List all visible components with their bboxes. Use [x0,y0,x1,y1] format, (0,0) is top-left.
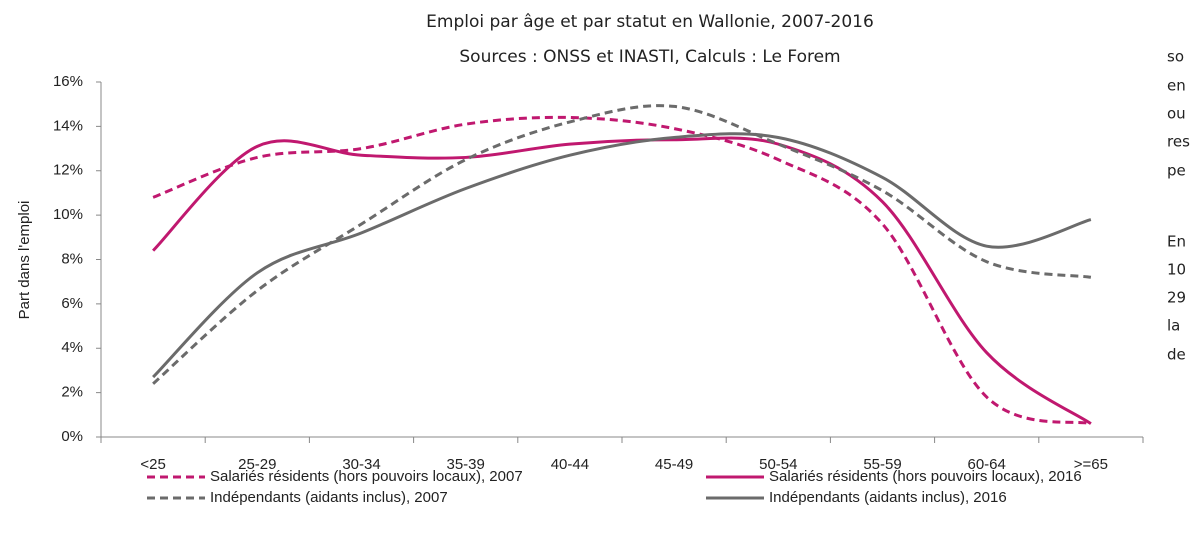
y-tick-label: 10% [53,206,83,223]
x-tick-label: 40-44 [551,456,589,473]
side-text: de [1167,346,1186,364]
x-tick-label: 55-59 [863,456,901,473]
y-tick-label: 14% [53,117,83,134]
y-tick-label: 6% [61,295,83,312]
legend-label: Indépendants (aidants inclus), 2007 [210,489,448,506]
chart-title: Emploi par âge et par statut en Wallonie… [426,12,874,32]
x-tick-label: <25 [140,456,165,473]
side-text: 29 [1167,289,1186,307]
series-line [152,132,1092,379]
y-tick-label: 0% [61,428,83,445]
x-tick-label: 35-39 [447,456,485,473]
y-axis-label: Part dans l'emploi [16,201,33,320]
legend-label: Salariés résidents (hors pouvoirs locaux… [769,468,1082,485]
side-text: En [1167,233,1186,251]
side-text: la [1167,317,1180,335]
series-line [152,136,1092,425]
series-line [152,104,1092,385]
x-tick-label: 30-34 [342,456,380,473]
legend-label: Indépendants (aidants inclus), 2016 [769,489,1007,506]
y-tick-label: 16% [53,73,83,90]
y-tick-label: 12% [53,162,83,179]
y-tick-label: 4% [61,339,83,356]
side-text: pe [1167,162,1186,180]
x-tick-label: 60-64 [968,456,1006,473]
x-tick-label: 50-54 [759,456,797,473]
x-tick-label: >=65 [1074,456,1108,473]
side-text: en [1167,77,1186,95]
legend-label: Salariés résidents (hors pouvoirs locaux… [210,468,523,485]
y-tick-label: 2% [61,384,83,401]
x-tick-label: 45-49 [655,456,693,473]
y-tick-label: 8% [61,250,83,267]
side-text: 10 [1167,261,1186,279]
side-text: res [1167,133,1190,151]
chart-subtitle: Sources : ONSS et INASTI, Calculs : Le F… [459,47,840,67]
side-text: so [1167,48,1184,66]
x-tick-label: 25-29 [238,456,276,473]
series-line [152,115,1092,426]
side-text: ou [1167,105,1186,123]
